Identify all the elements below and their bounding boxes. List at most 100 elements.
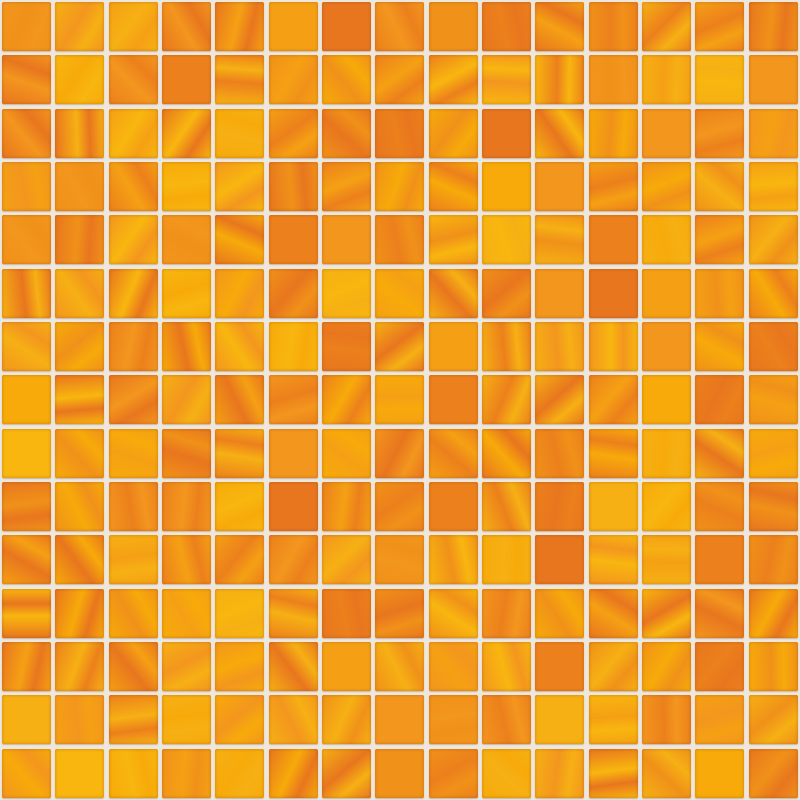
mosaic-tile — [108, 428, 158, 478]
mosaic-tile — [642, 268, 691, 318]
mosaic-tile — [748, 55, 798, 105]
mosaic-tile — [482, 162, 531, 211]
mosaic-tile — [482, 642, 531, 691]
mosaic-tile — [695, 2, 745, 51]
mosaic-tile — [642, 108, 691, 158]
mosaic-tile — [268, 55, 318, 105]
mosaic-tile — [748, 695, 798, 745]
mosaic-tile — [482, 535, 531, 585]
mosaic-tile — [428, 535, 478, 585]
mosaic-tile — [322, 322, 371, 371]
mosaic-tile — [162, 215, 211, 265]
mosaic-tile — [748, 162, 798, 211]
mosaic-tile — [162, 162, 211, 211]
mosaic-tile — [588, 215, 638, 265]
mosaic-tile — [695, 375, 745, 425]
mosaic-tile — [215, 642, 265, 691]
mosaic-tile — [748, 268, 798, 318]
mosaic-tile — [55, 535, 105, 585]
mosaic-tile — [55, 162, 105, 211]
mosaic-tile — [748, 108, 798, 158]
mosaic-tile — [588, 642, 638, 691]
mosaic-tile — [748, 375, 798, 425]
mosaic-tile — [108, 588, 158, 638]
mosaic-tile — [375, 375, 425, 425]
mosaic-tile — [108, 748, 158, 798]
mosaic-tile — [588, 588, 638, 638]
mosaic-tile — [695, 108, 745, 158]
mosaic-tile — [642, 748, 691, 798]
mosaic-tile — [535, 375, 585, 425]
mosaic-tile — [268, 2, 318, 51]
mosaic-tile — [428, 162, 478, 211]
mosaic-tile — [695, 695, 745, 745]
mosaic-tile — [588, 748, 638, 798]
mosaic-tile — [215, 375, 265, 425]
mosaic-tile — [375, 55, 425, 105]
mosaic-tile — [428, 55, 478, 105]
mosaic-tile — [322, 108, 371, 158]
mosaic-tile — [322, 162, 371, 211]
mosaic-tile — [588, 695, 638, 745]
mosaic-tile — [642, 642, 691, 691]
mosaic-tile — [428, 588, 478, 638]
mosaic-tile — [322, 428, 371, 478]
mosaic-tile — [2, 215, 51, 265]
mosaic-tile — [2, 322, 51, 371]
mosaic-tile — [108, 375, 158, 425]
mosaic-tile — [108, 322, 158, 371]
mosaic-tile — [162, 322, 211, 371]
mosaic-tile — [748, 482, 798, 531]
mosaic-tile — [2, 268, 51, 318]
mosaic-tile — [482, 2, 531, 51]
mosaic-tile — [642, 428, 691, 478]
mosaic-tile — [268, 375, 318, 425]
mosaic-tile — [268, 482, 318, 531]
mosaic-tile — [215, 748, 265, 798]
mosaic-tile — [588, 322, 638, 371]
mosaic-tile — [642, 588, 691, 638]
mosaic-tile — [375, 215, 425, 265]
mosaic-tile — [535, 2, 585, 51]
mosaic-tile — [215, 162, 265, 211]
mosaic-tile — [215, 695, 265, 745]
mosaic-tile — [162, 535, 211, 585]
mosaic-tile — [588, 162, 638, 211]
mosaic-tile — [428, 268, 478, 318]
mosaic-tile — [375, 162, 425, 211]
mosaic-tile — [482, 428, 531, 478]
mosaic-tile — [588, 55, 638, 105]
mosaic-tile — [268, 215, 318, 265]
mosaic-tile — [482, 482, 531, 531]
mosaic-tile — [2, 748, 51, 798]
mosaic-tile — [428, 2, 478, 51]
mosaic-tile — [108, 108, 158, 158]
mosaic-tile — [215, 535, 265, 585]
mosaic-tile — [588, 268, 638, 318]
mosaic-tile — [162, 268, 211, 318]
mosaic-tile — [428, 215, 478, 265]
mosaic-tile — [748, 215, 798, 265]
mosaic-tile — [642, 162, 691, 211]
mosaic-tile — [535, 55, 585, 105]
mosaic-tile — [2, 482, 51, 531]
mosaic-tile — [55, 55, 105, 105]
mosaic-tile — [695, 535, 745, 585]
mosaic-tile — [375, 322, 425, 371]
mosaic-tile — [268, 588, 318, 638]
mosaic-tile — [215, 268, 265, 318]
mosaic-tile — [2, 695, 51, 745]
mosaic-tile — [2, 428, 51, 478]
mosaic-tile — [428, 375, 478, 425]
mosaic-tile — [162, 428, 211, 478]
mosaic-tile — [162, 482, 211, 531]
mosaic-tile — [748, 535, 798, 585]
mosaic-tile — [268, 268, 318, 318]
mosaic-tile — [642, 535, 691, 585]
mosaic-tile — [322, 535, 371, 585]
mosaic-tile — [268, 108, 318, 158]
mosaic-tile — [428, 695, 478, 745]
mosaic-tile — [428, 428, 478, 478]
